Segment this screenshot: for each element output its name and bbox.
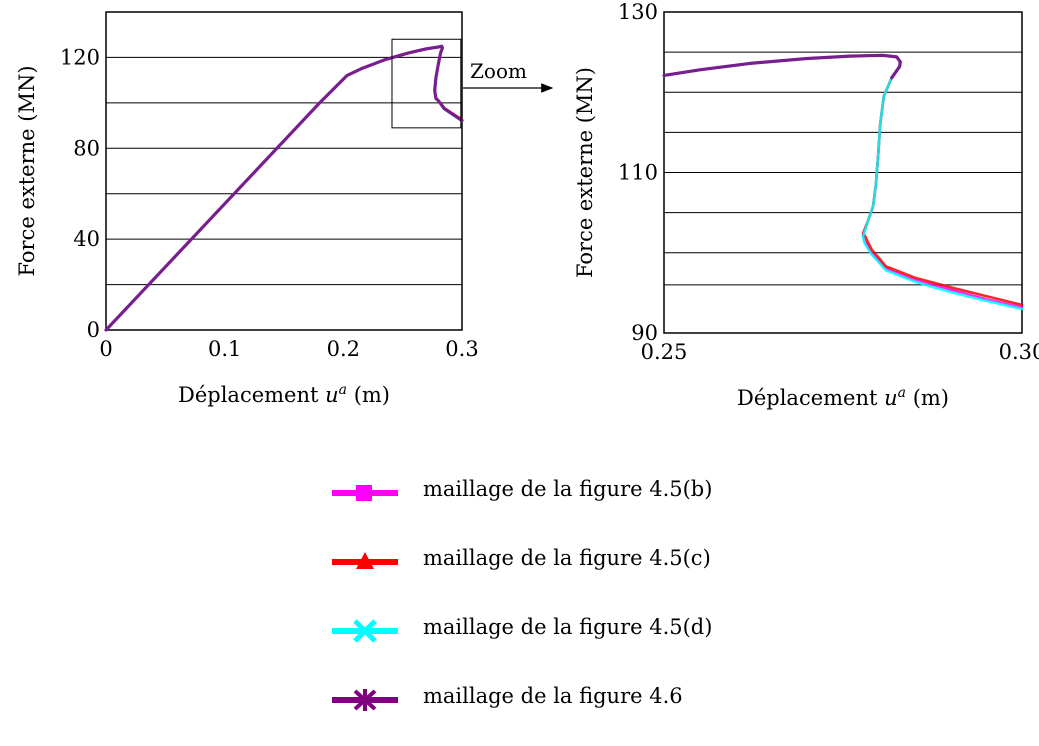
x-tick-label: 0.1 [208,337,241,361]
y-tick-label: 130 [618,0,658,24]
legend: maillage de la figure 4.5(b) maillage de … [328,470,848,746]
y-axis-title: Force externe (MN) [573,67,597,278]
y-tick-label: 90 [631,321,658,345]
legend-label: maillage de la figure 4.6 [423,684,683,708]
x-tick-label: 0.3 [445,337,478,361]
zoomed-chart: 0.25 0.30 90 110 130 Déplacement ua (m) Force … [573,0,1039,410]
x-tick-label: 0.25 [641,340,688,364]
x-marker-icon [353,619,377,643]
legend-swatch [332,619,398,643]
series-line [104,44,464,332]
legend-item: maillage de la figure 4.5(b) [328,470,848,514]
legend-swatch [332,689,398,711]
triangle-marker-icon [356,552,374,569]
legend-item: maillage de la figure 4.5(d) [328,608,848,652]
y-tick-label: 110 [618,161,658,185]
y-tick-label: 40 [73,227,100,251]
x-tick-label: 0.2 [327,337,360,361]
legend-swatch [332,485,398,501]
legend-swatch [332,552,398,569]
x-axis-title: Déplacement ua (m) [178,382,390,407]
plot-area [105,11,463,331]
x-tick-label: 0 [99,337,112,361]
legend-label: maillage de la figure 4.5(b) [423,477,713,501]
zoom-label: Zoom [470,59,527,83]
zoom-box [391,38,462,129]
y-tick-label: 80 [73,136,100,160]
legend-label: maillage de la figure 4.5(c) [423,546,711,570]
legend-item: maillage de la figure 4.6 [328,677,848,721]
x-axis-title: Déplacement ua (m) [737,385,949,410]
zoom-annotation: Zoom [463,59,554,93]
y-tick-label: 120 [60,45,100,69]
y-axis-title: Force externe (MN) [15,65,39,276]
main-chart: 0 0.1 0.2 0.3 0 40 80 120 Déplacement ua (m) Forc… [15,11,479,407]
square-marker-icon [356,485,372,501]
star-marker-icon [353,689,377,711]
series-line [662,53,902,80]
x-tick-label: 0.30 [999,340,1039,364]
legend-label: maillage de la figure 4.5(d) [423,615,713,639]
y-tick-label: 0 [87,318,100,342]
legend-item: maillage de la figure 4.5(c) [328,539,848,583]
